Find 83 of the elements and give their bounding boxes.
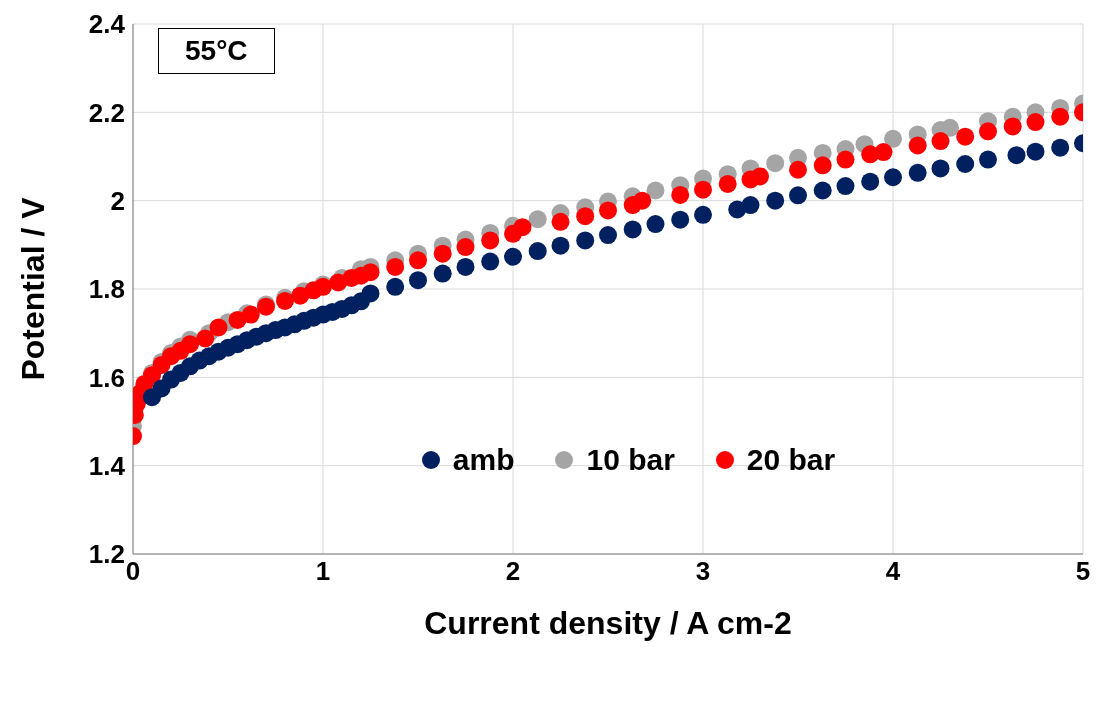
point bbox=[576, 207, 595, 226]
legend-label: 10 bar bbox=[586, 443, 675, 477]
point bbox=[941, 118, 959, 137]
point bbox=[1026, 142, 1045, 161]
point bbox=[633, 191, 652, 210]
point bbox=[1051, 138, 1070, 157]
point bbox=[1007, 146, 1026, 165]
y-tick-label: 2.4 bbox=[88, 9, 126, 40]
point bbox=[241, 305, 260, 324]
y-tick-label: 1.4 bbox=[88, 450, 126, 481]
point bbox=[513, 218, 532, 237]
point bbox=[209, 318, 228, 337]
point bbox=[481, 231, 500, 250]
point bbox=[181, 335, 199, 354]
y-tick-label: 1.6 bbox=[88, 362, 125, 393]
y-tick-label: 1.2 bbox=[88, 539, 125, 570]
point bbox=[386, 257, 405, 276]
point bbox=[551, 236, 570, 255]
point bbox=[599, 201, 617, 220]
point bbox=[599, 226, 617, 245]
point bbox=[1026, 113, 1045, 132]
point bbox=[766, 154, 785, 173]
point bbox=[433, 244, 452, 263]
point bbox=[528, 210, 547, 229]
point bbox=[196, 329, 215, 348]
point bbox=[646, 215, 665, 234]
point bbox=[956, 155, 975, 174]
x-tick-label: 0 bbox=[125, 556, 141, 587]
point bbox=[789, 160, 807, 179]
x-tick-label: 1 bbox=[315, 556, 331, 587]
point bbox=[908, 136, 927, 155]
point bbox=[766, 191, 785, 210]
y-axis-title: Potential / V bbox=[15, 196, 52, 381]
point bbox=[979, 122, 997, 141]
point bbox=[456, 257, 475, 276]
point bbox=[646, 181, 665, 200]
point bbox=[874, 143, 893, 162]
point bbox=[979, 150, 997, 169]
point bbox=[528, 242, 547, 261]
point bbox=[456, 238, 475, 257]
x-tick-label: 3 bbox=[695, 556, 711, 587]
point bbox=[908, 163, 927, 182]
point bbox=[576, 231, 595, 250]
annotation: 55°C bbox=[158, 28, 275, 74]
legend-label: amb bbox=[452, 443, 515, 477]
legend-label: 20 bar bbox=[746, 443, 836, 477]
point bbox=[813, 181, 832, 200]
point bbox=[623, 220, 642, 239]
point bbox=[694, 205, 712, 224]
x-tick-label: 2 bbox=[505, 556, 521, 587]
point bbox=[813, 156, 832, 175]
point bbox=[361, 263, 380, 282]
point bbox=[931, 132, 950, 151]
y-tick-label: 2.2 bbox=[88, 97, 125, 128]
point bbox=[861, 172, 880, 191]
x-axis-title: Current density / A cm-2 bbox=[424, 605, 792, 641]
point bbox=[884, 129, 902, 148]
point bbox=[789, 186, 807, 205]
x-tick-label: 5 bbox=[1075, 556, 1091, 587]
point bbox=[694, 180, 712, 199]
y-tick-label: 2 bbox=[110, 185, 125, 216]
x-tick-label: 4 bbox=[885, 556, 901, 587]
point bbox=[741, 196, 760, 215]
point bbox=[433, 264, 452, 283]
point bbox=[361, 284, 380, 303]
y-tick-label: 1.8 bbox=[88, 274, 125, 305]
point bbox=[836, 150, 855, 169]
point bbox=[409, 251, 427, 270]
point bbox=[504, 247, 522, 266]
point bbox=[671, 185, 690, 204]
point bbox=[1003, 117, 1022, 136]
point bbox=[836, 177, 855, 196]
point bbox=[751, 167, 769, 186]
point bbox=[931, 159, 950, 178]
point bbox=[409, 271, 427, 290]
point bbox=[551, 212, 570, 231]
point bbox=[386, 277, 405, 296]
point bbox=[956, 127, 975, 146]
point bbox=[884, 168, 902, 187]
point bbox=[1051, 107, 1070, 126]
point bbox=[481, 252, 500, 271]
point bbox=[718, 174, 737, 193]
point bbox=[671, 210, 690, 229]
